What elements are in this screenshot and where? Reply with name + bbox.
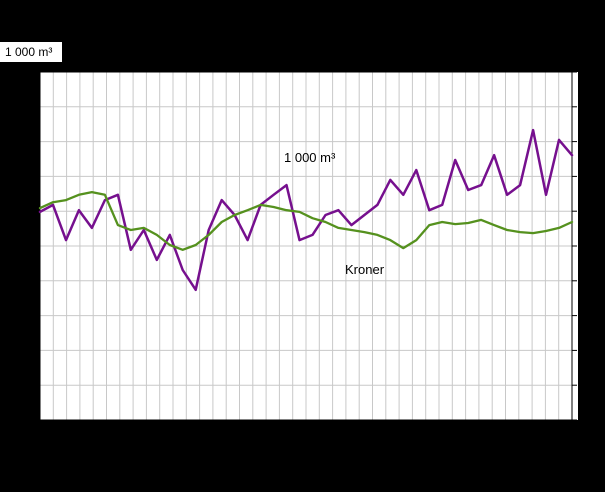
series-line-volume (38, 128, 574, 292)
series-label-volume: 1 000 m³ (284, 150, 336, 165)
series-line-kroner (38, 190, 574, 251)
unit-label-badge: 1 000 m³ (0, 42, 63, 62)
plot-frame (39, 71, 573, 421)
series-label-kroner: Kroner (345, 262, 385, 277)
